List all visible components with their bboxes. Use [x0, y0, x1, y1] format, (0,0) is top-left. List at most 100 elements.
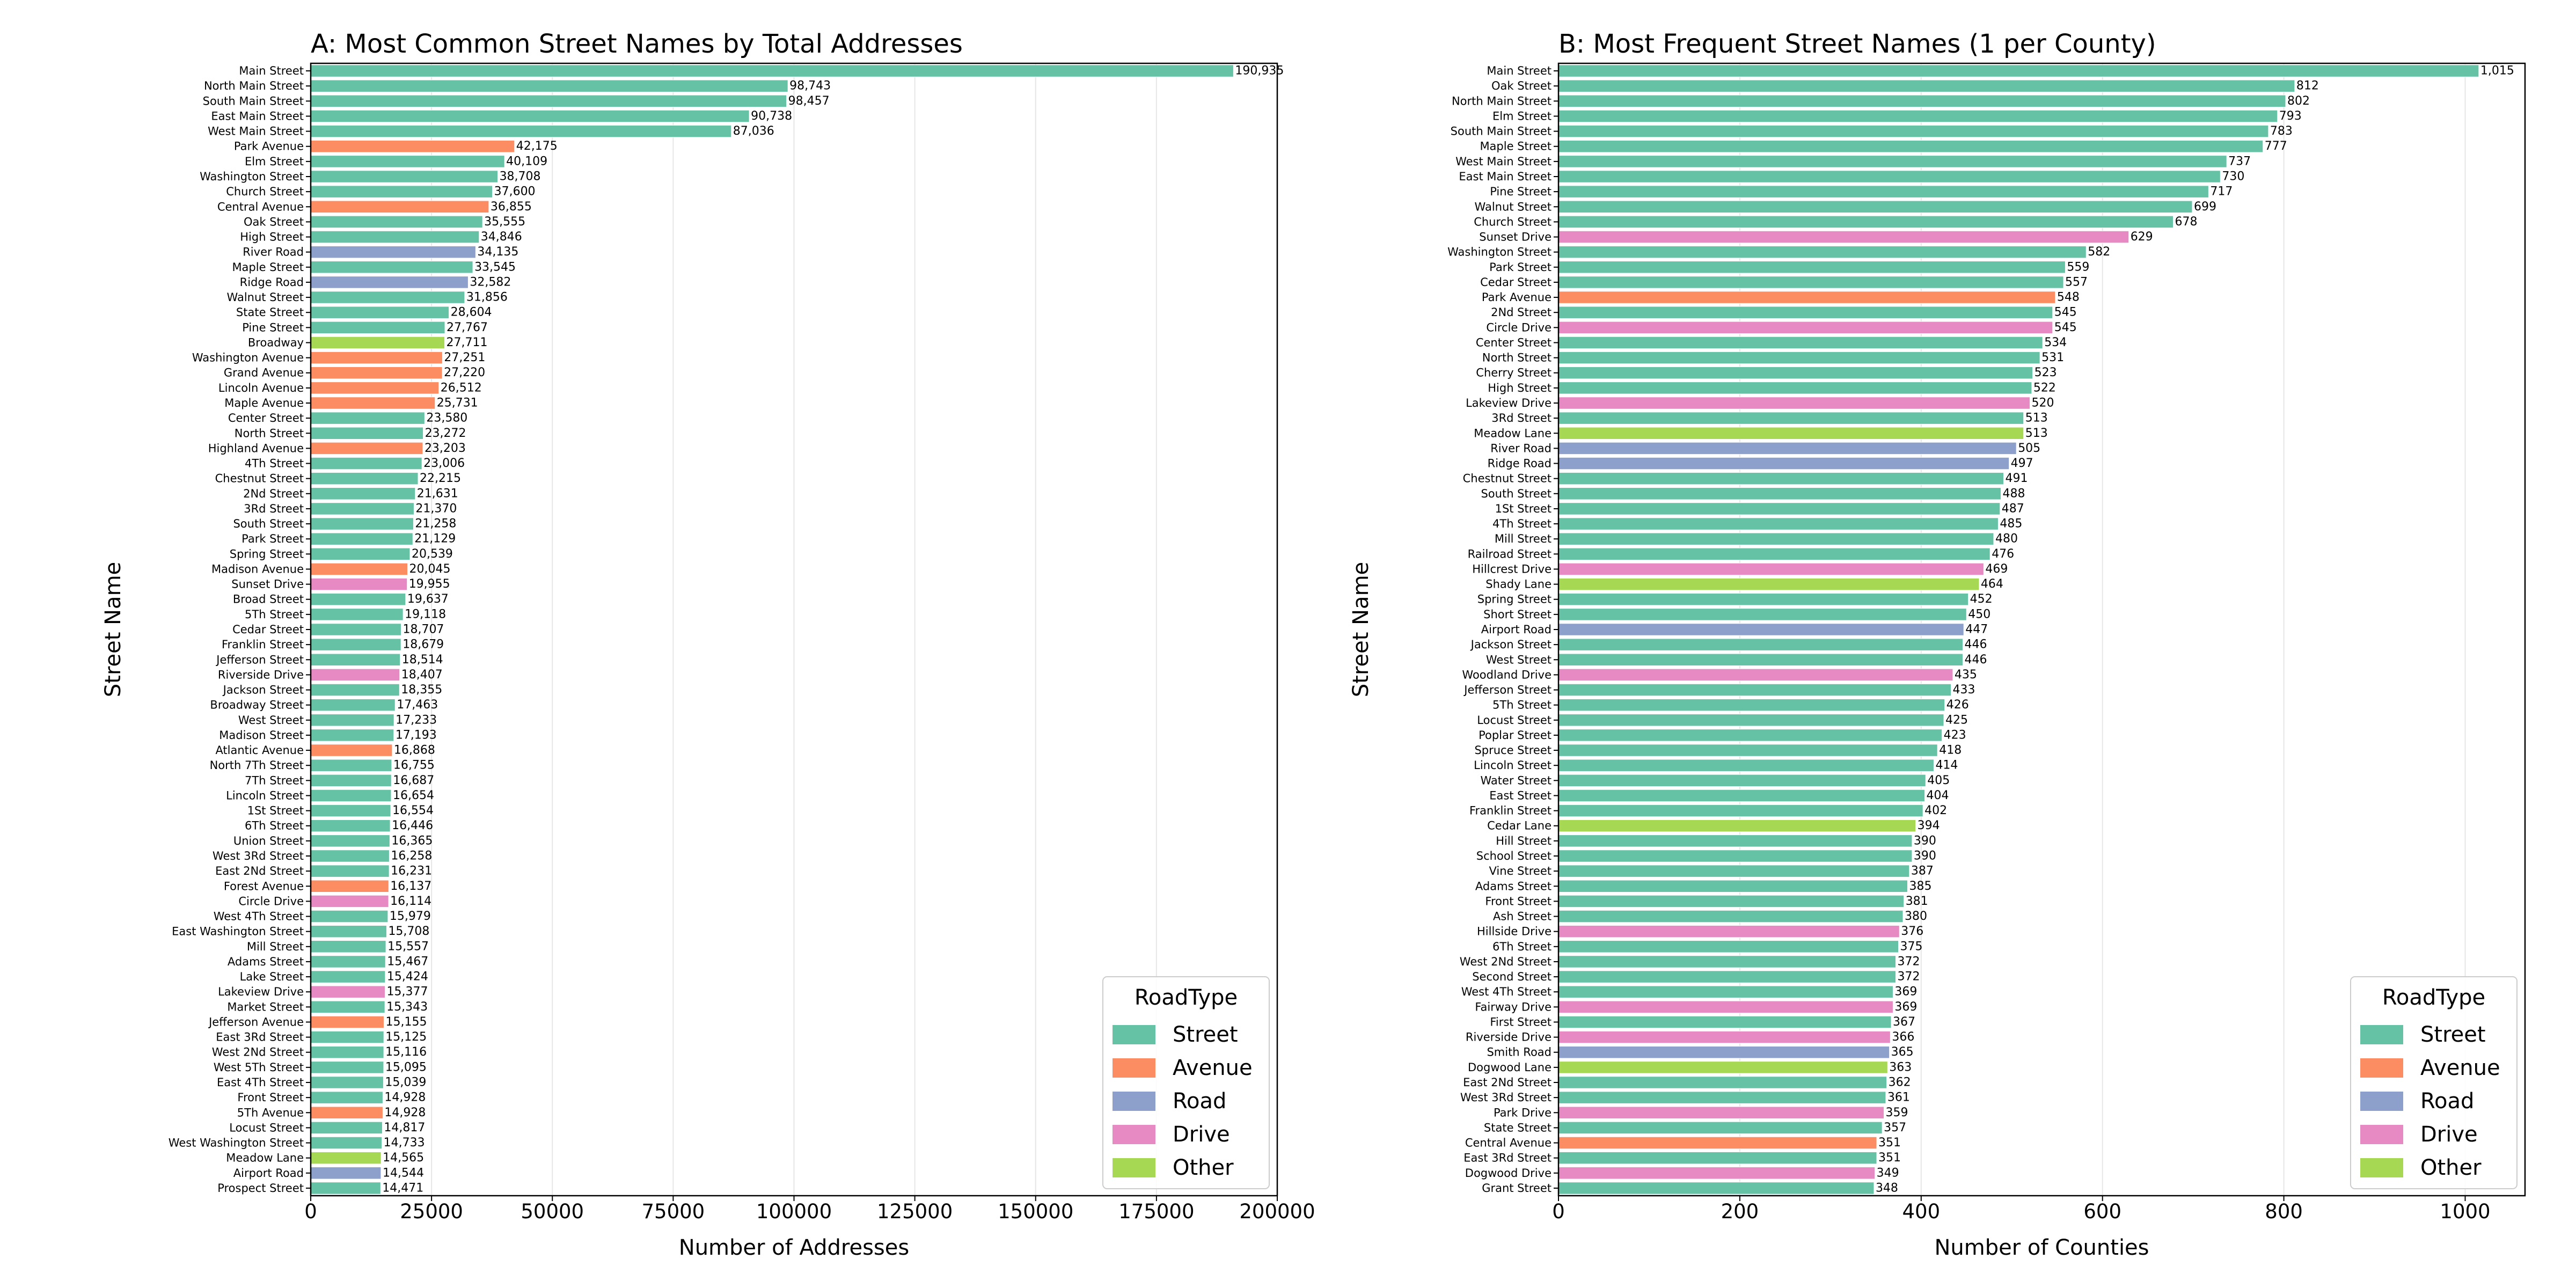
bar-value-label: 34,135 [477, 245, 518, 259]
y-tick-label: Sunset Drive [231, 578, 304, 591]
bar [310, 321, 445, 334]
bar-value-label: 485 [2000, 517, 2022, 531]
y-tick-label: Washington Street [1447, 246, 1552, 259]
bar-value-label: 366 [1892, 1030, 1914, 1044]
bar-value-label: 32,582 [470, 275, 511, 289]
bar-value-label: 15,979 [390, 910, 431, 923]
y-tick-label: Lake Street [240, 970, 304, 983]
bar [1558, 140, 2264, 153]
x-tick-label: 150000 [998, 1200, 1073, 1223]
bar-value-label: 190,935 [1235, 64, 1284, 78]
x-tick-label: 1000 [2440, 1200, 2490, 1223]
bar [1558, 547, 1990, 561]
bar [310, 940, 386, 953]
y-tick-label: Central Avenue [1465, 1137, 1552, 1150]
x-tick-label: 200000 [1239, 1200, 1315, 1223]
x-tick-label: 0 [1552, 1200, 1565, 1223]
legend-label: Avenue [2420, 1056, 2500, 1080]
y-tick-label: River Road [1490, 442, 1552, 455]
x-tick-label: 0 [304, 1200, 317, 1223]
bar [310, 336, 445, 349]
bar [1558, 865, 1910, 877]
bar [310, 517, 414, 530]
bar [1558, 850, 1913, 862]
y-tick-label: Union Street [233, 835, 304, 847]
bar [1558, 185, 2209, 198]
bar-value-label: 534 [2044, 336, 2067, 349]
y-tick-label: Park Avenue [234, 140, 304, 153]
y-tick-label: Hillside Drive [1477, 925, 1552, 938]
bar [310, 698, 396, 712]
bar [310, 245, 476, 259]
bar-value-label: 531 [2041, 351, 2064, 364]
y-tick-label: South Main Street [203, 94, 304, 107]
bar-value-label: 357 [1884, 1121, 1906, 1135]
bar [310, 1000, 385, 1014]
x-tick-label: 400 [1902, 1200, 1940, 1223]
y-tick-label: Riverside Drive [218, 668, 304, 681]
legend-swatch [2360, 1158, 2403, 1177]
bar [310, 1151, 382, 1165]
bar-value-label: 16,365 [391, 834, 433, 847]
bar-value-label: 414 [1935, 759, 1958, 772]
bar [1558, 291, 2056, 304]
bar-value-label: 15,377 [386, 985, 428, 999]
y-tick-label: Lincoln Avenue [218, 382, 304, 394]
y-tick-label: Prospect Street [217, 1182, 304, 1195]
bar-value-label: 372 [1897, 955, 1920, 968]
y-tick-label: 6Th Street [1492, 940, 1552, 953]
y-tick-label: Railroad Street [1468, 547, 1552, 560]
bar-value-label: 351 [1878, 1151, 1901, 1165]
y-tick-label: Front Street [237, 1091, 304, 1104]
y-tick-label: North Main Street [204, 79, 304, 92]
bar-value-label: 15,557 [387, 940, 429, 953]
bar-value-label: 26,512 [441, 381, 482, 394]
y-tick-label: Main Street [239, 64, 304, 77]
bar-value-label: 425 [1945, 713, 1968, 727]
bar [310, 79, 788, 92]
bar [310, 427, 424, 440]
bar [1558, 940, 1899, 953]
bar-value-label: 15,125 [385, 1030, 427, 1044]
bar-value-label: 28,604 [451, 306, 492, 319]
bar-value-label: 16,687 [393, 774, 434, 787]
bar-value-label: 20,045 [409, 562, 451, 576]
bar-value-label: 446 [1965, 638, 1987, 652]
y-tick-label: Chestnut Street [215, 472, 304, 485]
bar-value-label: 545 [2054, 306, 2077, 319]
bar-value-label: 16,868 [394, 744, 435, 757]
bar-value-label: 469 [1985, 562, 2008, 576]
bar-value-label: 16,258 [391, 850, 432, 863]
bar [310, 714, 394, 727]
legend-swatch [2360, 1092, 2403, 1111]
bar [1558, 608, 1967, 621]
y-tick-label: Oak Street [244, 215, 304, 228]
y-tick-label: Jefferson Avenue [208, 1015, 304, 1028]
bar-value-label: 488 [2002, 487, 2025, 500]
bar [1558, 910, 1904, 923]
bar-value-label: 15,343 [386, 1000, 428, 1014]
bar [1558, 819, 1916, 832]
bar [1558, 759, 1934, 772]
bar-value-label: 783 [2270, 125, 2293, 138]
y-tick-label: North Street [1482, 352, 1552, 364]
y-tick-label: Spring Street [230, 547, 304, 560]
y-tick-label: Pine Street [242, 321, 304, 334]
y-tick-label: Maple Street [232, 261, 304, 274]
bar [1558, 321, 2053, 334]
bar [310, 1136, 383, 1150]
bar-value-label: 777 [2265, 140, 2287, 153]
y-tick-label: 5Th Street [245, 608, 304, 621]
bar-value-label: 27,711 [447, 336, 488, 349]
bar [310, 638, 401, 651]
bar-value-label: 18,407 [401, 668, 443, 682]
bar [310, 592, 406, 606]
y-tick-label: Fairway Drive [1475, 1000, 1552, 1013]
bar [1558, 668, 1953, 682]
bar-value-label: 380 [1905, 910, 1927, 923]
bar-value-label: 14,544 [383, 1166, 424, 1180]
bar [1558, 276, 2064, 289]
bar [1558, 230, 2129, 244]
bar-value-label: 98,457 [788, 94, 830, 108]
